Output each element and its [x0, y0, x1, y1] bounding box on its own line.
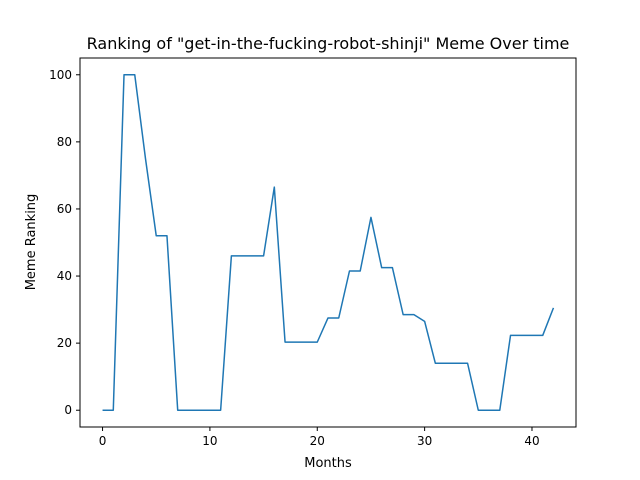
- x-tick-label: 30: [417, 434, 432, 448]
- y-axis-label: Meme Ranking: [24, 194, 39, 291]
- x-tick-label: 0: [99, 434, 107, 448]
- plot-frame: [79, 57, 577, 428]
- x-tick-label: 10: [202, 434, 217, 448]
- y-tick-label: 20: [57, 336, 72, 350]
- series-layer: [102, 74, 555, 411]
- tick-layer: 0 10 20 30 40 0 20 40 60 80 100: [49, 68, 540, 448]
- y-tick-label: 60: [57, 202, 72, 216]
- x-axis-label: Months: [304, 456, 352, 471]
- chart-title: Ranking of "get-in-the-fucking-robot-shi…: [87, 34, 570, 53]
- y-tick-label: 0: [64, 403, 72, 417]
- series-line-0: [102, 74, 555, 411]
- y-tick-label: 40: [57, 269, 72, 283]
- x-tick-label: 40: [524, 434, 539, 448]
- y-tick-label: 100: [49, 68, 72, 82]
- plot-area: [80, 58, 576, 427]
- x-tick-label: 20: [310, 434, 325, 448]
- y-tick-label: 80: [57, 135, 72, 149]
